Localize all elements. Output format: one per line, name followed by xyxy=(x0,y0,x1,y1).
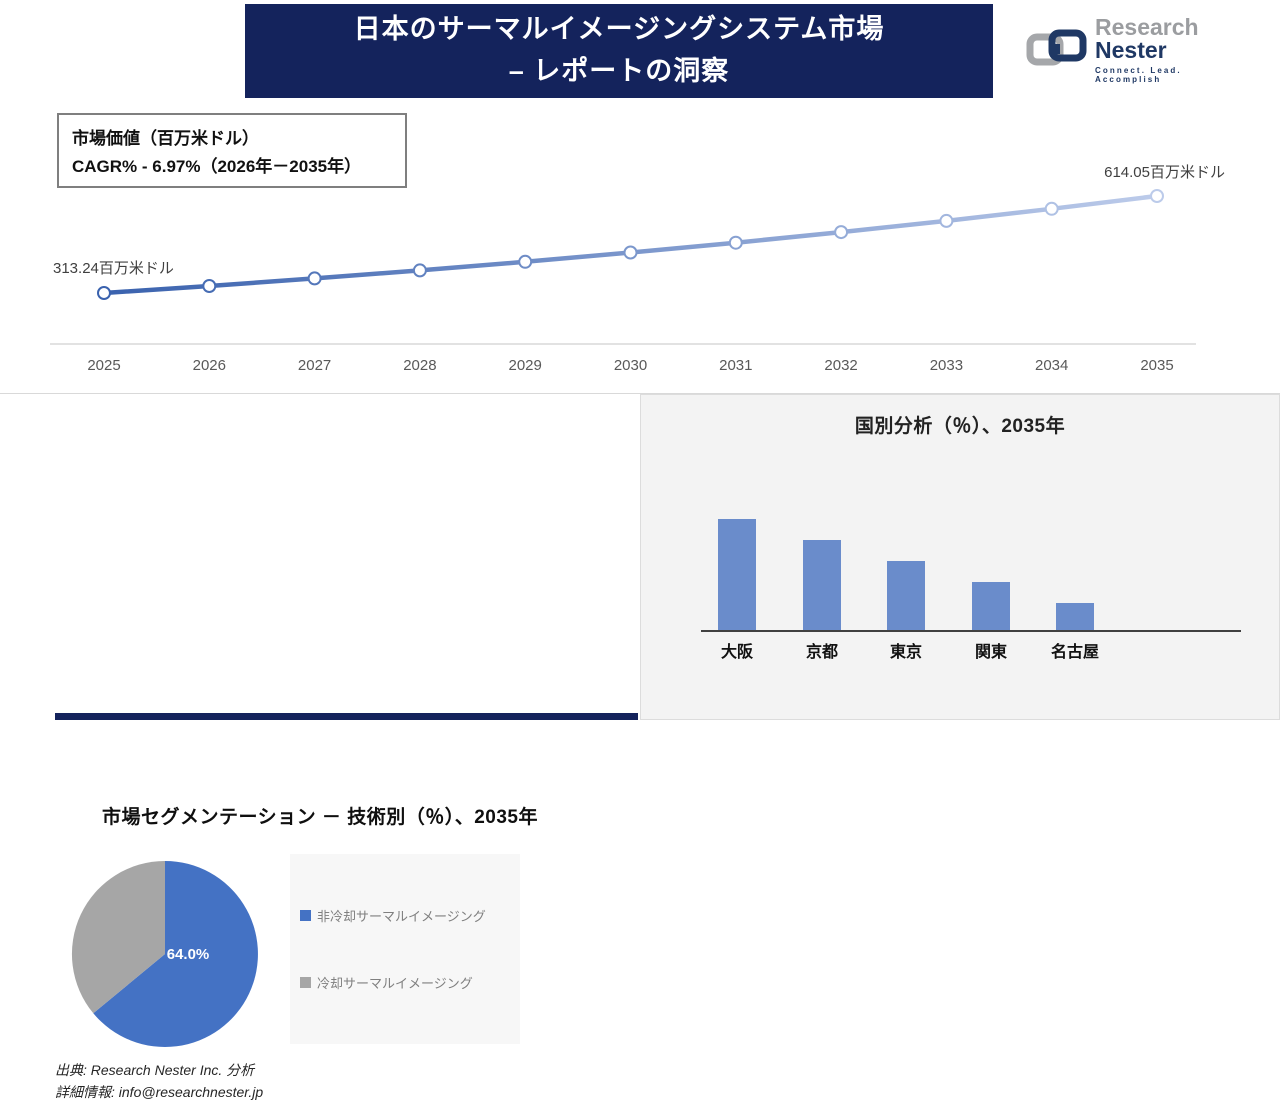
svg-text:2035: 2035 xyxy=(1140,357,1173,374)
svg-text:2025: 2025 xyxy=(87,357,120,374)
legend-swatch-cooled xyxy=(300,977,311,988)
svg-text:2028: 2028 xyxy=(403,357,436,374)
logo-tagline: Connect. Lead. Accomplish xyxy=(1095,66,1250,84)
legend-label-cooled: 冷却サーマルイメージング xyxy=(317,973,473,992)
title-banner: 日本のサーマルイメージングシステム市場 – レポートの洞察 xyxy=(245,4,993,98)
source-line: 出典: Research Nester Inc. 分析 xyxy=(55,1060,263,1082)
legend-item-uncooled: 非冷却サーマルイメージング xyxy=(300,906,510,925)
logo-text: Research Nester Connect. Lead. Accomplis… xyxy=(1095,16,1250,84)
svg-text:2027: 2027 xyxy=(298,357,331,374)
svg-text:614.05百万米ドル: 614.05百万米ドル xyxy=(1104,164,1225,181)
svg-text:313.24百万米ドル: 313.24百万米ドル xyxy=(53,260,174,277)
svg-text:64.0%: 64.0% xyxy=(167,946,210,963)
country-analysis-panel: 国別分析（％）、2035年 大阪 京都 東京 関東 名古屋 xyxy=(640,394,1280,720)
svg-text:京都: 京都 xyxy=(806,642,838,661)
svg-text:2030: 2030 xyxy=(614,357,647,374)
legend-item-cooled: 冷却サーマルイメージング xyxy=(300,973,510,992)
svg-text:2032: 2032 xyxy=(824,357,857,374)
svg-text:2034: 2034 xyxy=(1035,357,1068,374)
footer-accent-bar xyxy=(55,713,638,720)
technology-pie-chart: 64.0% xyxy=(58,846,273,1061)
page-title-line1: 日本のサーマルイメージングシステム市場 xyxy=(245,9,993,51)
svg-text:2031: 2031 xyxy=(719,357,752,374)
page-title-line2: – レポートの洞察 xyxy=(245,51,993,93)
country-analysis-title: 国別分析（％）、2035年 xyxy=(641,411,1279,438)
svg-text:2029: 2029 xyxy=(509,357,542,374)
svg-text:関東: 関東 xyxy=(975,642,1007,661)
legend-label-uncooled: 非冷却サーマルイメージング xyxy=(317,906,486,925)
svg-text:名古屋: 名古屋 xyxy=(1051,642,1099,661)
segmentation-panel: 市場セグメンテーション － 技術別（％）、2035年 64.0% 非冷却サーマル… xyxy=(0,394,640,720)
research-nester-logo: Research Nester Connect. Lead. Accomplis… xyxy=(1025,18,1250,82)
source-note: 出典: Research Nester Inc. 分析 詳細情報: info@r… xyxy=(55,1060,263,1103)
legend-swatch-uncooled xyxy=(300,910,311,921)
pie-legend: 非冷却サーマルイメージング 冷却サーマルイメージング xyxy=(290,854,520,1044)
segmentation-title: 市場セグメンテーション － 技術別（％）、2035年 xyxy=(40,802,600,829)
svg-text:大阪: 大阪 xyxy=(721,642,754,661)
country-bar-chart: 大阪 京都 東京 関東 名古屋 xyxy=(641,445,1279,715)
svg-text:東京: 東京 xyxy=(890,642,922,661)
logo-word-nester: Nester xyxy=(1095,37,1167,63)
svg-text:2033: 2033 xyxy=(930,357,963,374)
chain-links-icon xyxy=(1025,26,1087,75)
market-value-line-chart: 2025 2026 2027 2028 2029 2030 2031 2032 2033 2034… xyxy=(0,140,1280,390)
contact-line: 詳細情報: info@researchnester.jp xyxy=(55,1082,263,1103)
svg-text:2026: 2026 xyxy=(193,357,226,374)
